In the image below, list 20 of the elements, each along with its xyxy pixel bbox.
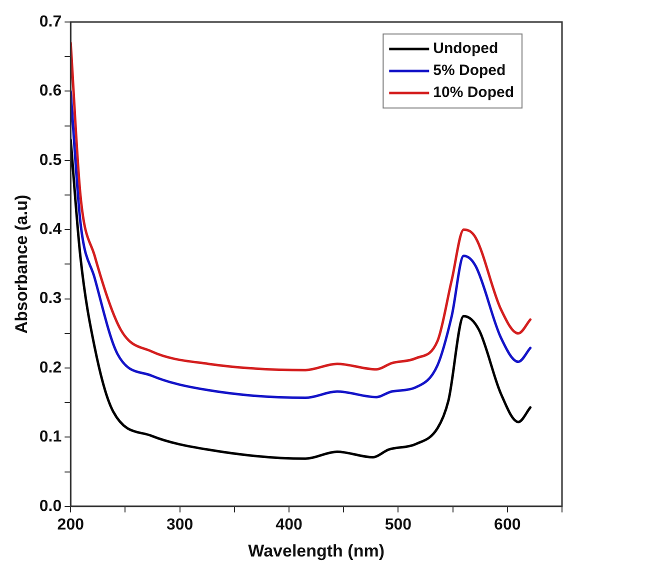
y-tick-label: 0.6 [39, 82, 62, 100]
x-tick-label: 300 [166, 516, 194, 534]
legend-label: Undoped [433, 40, 498, 58]
y-tick-label: 0.3 [39, 290, 62, 308]
y-tick-label: 0.4 [39, 221, 62, 238]
x-tick-label: 600 [494, 516, 521, 534]
y-tick-label: 0.2 [39, 359, 62, 376]
x-tick-label: 500 [384, 516, 412, 534]
x-tick-label: 200 [57, 516, 84, 534]
y-tick-label: 0.7 [39, 13, 62, 30]
x-tick-label: 400 [276, 516, 302, 534]
legend-label: 10% Doped [433, 84, 514, 102]
y-tick-label: 0.1 [39, 428, 62, 446]
line-series [70, 42, 532, 372]
line-series [70, 138, 532, 460]
y-tick-label: 0.5 [39, 152, 62, 169]
x-axis-title: Wavelength (nm) [248, 541, 384, 560]
y-tick-label: 0.0 [39, 498, 62, 515]
y-axis-title: Absorbance (a.u) [12, 194, 31, 334]
legend-label: 5% Doped [433, 62, 506, 80]
